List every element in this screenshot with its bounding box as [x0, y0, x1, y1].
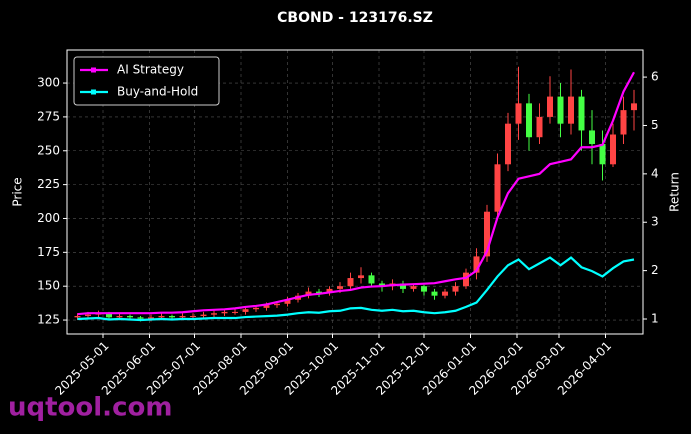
candle-body — [421, 286, 427, 292]
candle-body — [74, 315, 81, 318]
candle-body — [305, 291, 312, 296]
y-tick-label: 225 — [37, 177, 60, 191]
candle-body — [85, 314, 91, 316]
legend-label: Buy-and-Hold — [117, 85, 198, 99]
y2-tick-label: 5 — [651, 118, 659, 132]
y2-tick-label: 3 — [651, 215, 659, 229]
candle-body — [536, 116, 543, 138]
legend-marker — [91, 67, 96, 73]
candle-body — [505, 123, 511, 165]
y-tick-label: 275 — [37, 109, 60, 123]
candle-body — [610, 134, 616, 165]
candle-body — [274, 303, 280, 306]
candle-body — [526, 103, 532, 138]
y-tick-label: 200 — [37, 211, 60, 225]
y-axis-label: Price — [11, 177, 25, 206]
candle-body — [221, 311, 228, 314]
candle-body — [242, 309, 249, 312]
candle-body — [515, 103, 522, 124]
candle-body — [263, 305, 270, 308]
candle-body — [484, 211, 490, 257]
candle-body — [631, 103, 637, 111]
candle-body — [547, 96, 553, 117]
candle-body — [253, 307, 259, 310]
candle-body — [620, 110, 627, 135]
y2-tick-label: 6 — [651, 70, 659, 84]
candle-body — [368, 275, 375, 284]
return-line — [77, 256, 635, 322]
candle-body — [158, 315, 165, 318]
legend-box — [73, 56, 220, 106]
y2-tick-label: 1 — [651, 312, 659, 326]
candle-body — [578, 96, 585, 131]
candle-body — [211, 313, 217, 315]
candle-body — [589, 130, 595, 144]
candle-body — [179, 315, 186, 318]
candle-body — [127, 315, 133, 318]
y2-tick-label: 4 — [651, 166, 659, 180]
candle-body — [232, 311, 238, 313]
candle-body — [200, 314, 207, 316]
candle-body — [568, 96, 574, 124]
y2-axis-label: Return — [668, 172, 682, 212]
candle-body — [452, 286, 459, 292]
candle-body — [316, 291, 322, 293]
candle-body — [190, 315, 196, 317]
legend-marker — [91, 89, 96, 95]
candle-body — [137, 317, 144, 319]
y-tick-label: 125 — [37, 313, 60, 327]
candle-body — [473, 256, 480, 273]
candle-body — [116, 315, 123, 318]
candle-body — [557, 96, 564, 124]
watermark: uqtool.com — [8, 393, 172, 423]
y-tick-label: 250 — [37, 143, 60, 157]
candle-body — [599, 143, 606, 165]
candle-body — [358, 275, 364, 279]
candle-body — [442, 291, 448, 296]
candle-body — [148, 317, 154, 319]
legend-label: AI Strategy — [117, 63, 184, 77]
candle-body — [463, 272, 469, 287]
candle-body — [347, 278, 354, 287]
return-line — [77, 71, 635, 316]
plot-frame — [66, 49, 644, 335]
candle-body — [494, 164, 501, 212]
candle-body — [379, 283, 385, 287]
y-tick-label: 175 — [37, 245, 60, 259]
candle-body — [410, 286, 417, 289]
y-tick-label: 150 — [37, 279, 60, 293]
y-tick-label: 300 — [37, 76, 60, 90]
candle-body — [400, 283, 406, 289]
candle-body — [169, 315, 175, 318]
candle-body — [284, 299, 291, 304]
chart-title: CBOND - 123176.SZ — [277, 10, 433, 26]
candle-body — [337, 286, 343, 289]
candle-body — [106, 313, 112, 318]
candle-body — [326, 288, 333, 293]
candle-body — [431, 291, 438, 296]
y2-tick-label: 2 — [651, 263, 659, 277]
